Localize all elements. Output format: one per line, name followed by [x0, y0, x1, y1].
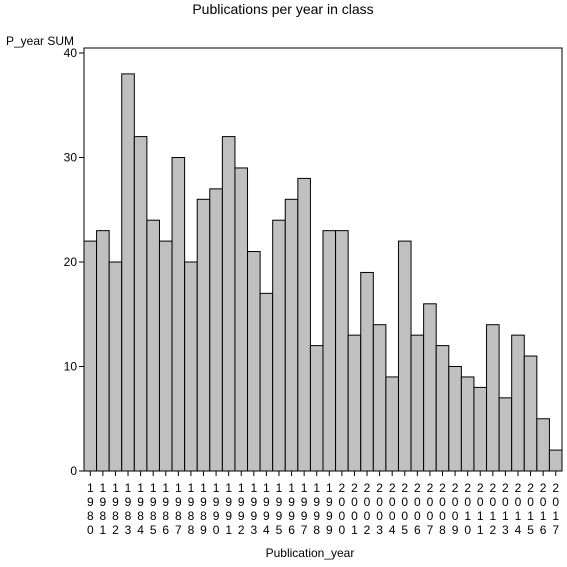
bar-2000	[335, 230, 349, 472]
bar-2010	[460, 376, 475, 472]
y-tick-label-40: 40	[64, 46, 78, 60]
bar-2002	[360, 271, 374, 472]
bar-1983	[121, 73, 135, 472]
bar-1987	[171, 157, 186, 472]
bar-1988	[184, 261, 198, 472]
bar-2016	[536, 418, 550, 472]
bar-2012	[486, 324, 500, 472]
chart-title: Publications per year in class	[192, 1, 373, 17]
bar-1981	[96, 230, 110, 472]
bar-1996	[284, 198, 299, 472]
y-tick-label-20: 20	[64, 255, 78, 269]
bar-2003	[372, 324, 387, 472]
x-axis-label: Publication_year	[266, 546, 355, 560]
bar-1991	[221, 136, 236, 472]
bar-1997	[297, 177, 311, 472]
bar-1993	[247, 251, 261, 472]
bar-2006	[410, 334, 425, 472]
bar-2011	[473, 386, 488, 472]
y-tick-label-0: 0	[70, 464, 77, 478]
y-tick-label-10: 10	[64, 360, 78, 374]
bar-1986	[158, 240, 173, 472]
bars-group	[83, 73, 563, 472]
bar-1984	[133, 136, 148, 472]
bar-2001	[347, 334, 362, 472]
y-tick-label-30: 30	[64, 151, 78, 165]
bar-2008	[435, 345, 450, 472]
bar-1998	[309, 345, 324, 472]
bar-2004	[385, 376, 399, 472]
bar-2013	[498, 397, 513, 472]
bar-2017	[548, 449, 563, 472]
x-axis-tick-labels: 1 9 8 0 1 9 8 1 1 9 8 2 1 9 8 3 1 9 8 4 1 9 8 5 1 9 8 6 1 9 8 7 1 9 8 8 1 9 8 9…	[87, 471, 559, 537]
y-axis: 0 10 20 30 40	[64, 46, 84, 478]
bar-1994	[259, 292, 274, 472]
bar-1989	[196, 198, 211, 472]
y-axis-label: P_year SUM	[6, 34, 74, 48]
bar-2014	[511, 334, 525, 472]
bar-1982	[108, 261, 123, 472]
bar-2005	[397, 240, 412, 472]
bar-2015	[523, 355, 538, 472]
bar-1992	[234, 167, 249, 472]
bar-2007	[423, 303, 437, 472]
bar-1995	[272, 219, 286, 472]
bar-1990	[209, 188, 223, 472]
bar-1985	[146, 219, 160, 472]
plot-frame	[83, 47, 563, 472]
bar-2009	[448, 366, 462, 472]
bar-1999	[322, 230, 337, 472]
bar-1980	[83, 240, 98, 472]
